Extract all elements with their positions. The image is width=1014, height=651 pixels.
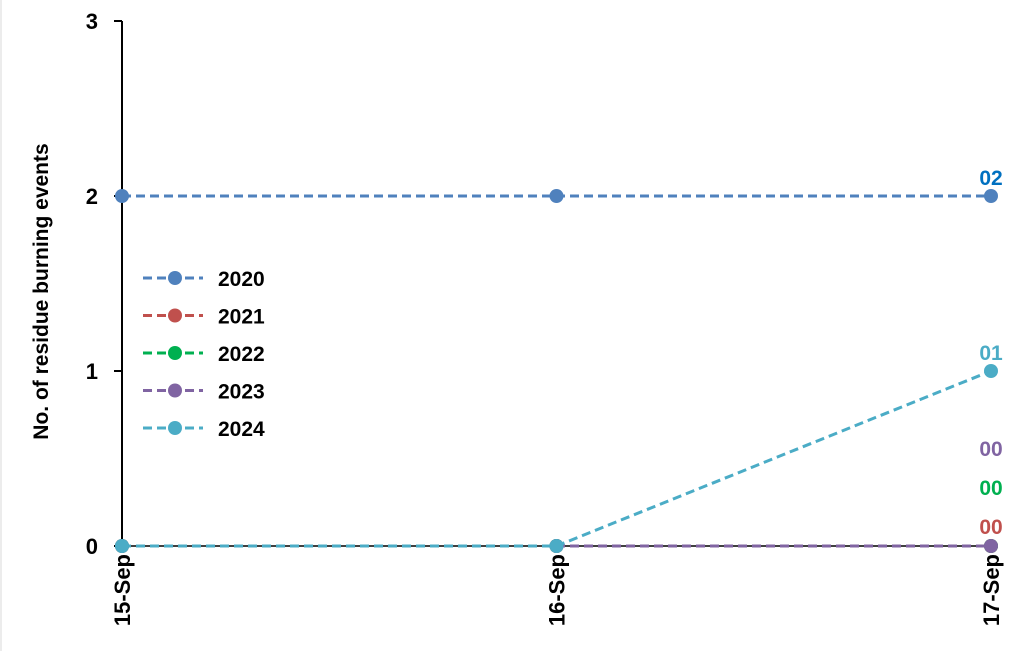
legend-label: 2024 <box>218 418 265 441</box>
x-tick-label: 16-Sep <box>545 554 570 626</box>
legend-label: 2021 <box>218 306 265 329</box>
legend-swatch-marker <box>168 421 182 435</box>
series-2024 <box>115 364 998 553</box>
y-tick-label: 3 <box>86 9 98 34</box>
x-tick-label: 15-Sep <box>110 554 135 626</box>
data-point-2024 <box>984 364 998 378</box>
series-layer <box>115 189 998 553</box>
legend-swatch-marker <box>168 308 182 323</box>
legend: 2020 2021 2022 2023 2024 <box>143 268 265 441</box>
data-point-2020 <box>984 189 998 203</box>
series-2020 <box>115 189 998 203</box>
legend-label: 2022 <box>218 343 265 366</box>
y-tick-label: 1 <box>86 359 98 384</box>
legend-item-2020: 2020 <box>143 268 265 291</box>
y-axis-title: No. of residue burning events <box>30 143 53 439</box>
legend-swatch-marker <box>168 383 182 398</box>
data-label-2023: 00 <box>979 438 1002 461</box>
data-point-2020 <box>549 189 564 203</box>
data-point-2024 <box>115 539 129 553</box>
legend-swatch-marker <box>168 346 182 360</box>
data-label-2024: 01 <box>979 342 1003 365</box>
data-point-2020 <box>115 189 129 203</box>
y-tick-label: 2 <box>86 184 98 209</box>
x-tick-label: 17-Sep <box>979 554 1004 626</box>
legend-item-2022: 2022 <box>143 343 265 366</box>
data-label-2020: 02 <box>979 167 1002 190</box>
legend-item-2021: 2021 <box>143 306 265 329</box>
data-point-2024 <box>549 539 564 553</box>
data-label-2022: 00 <box>979 477 1002 500</box>
legend-item-2024: 2024 <box>143 418 265 441</box>
y-tick-label: 0 <box>86 534 98 559</box>
data-point-2023 <box>984 539 998 553</box>
legend-label: 2020 <box>218 268 265 291</box>
legend-swatch-marker <box>168 271 182 285</box>
end-labels: 02 00 00 00 01 <box>979 167 1003 539</box>
legend-label: 2023 <box>218 381 265 404</box>
data-label-2021: 00 <box>979 516 1002 539</box>
legend-item-2023: 2023 <box>143 381 265 404</box>
